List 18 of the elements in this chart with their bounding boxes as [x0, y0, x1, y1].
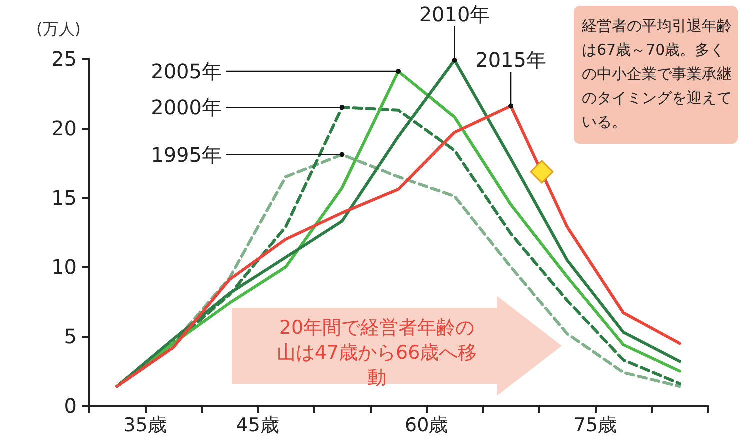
y-tick-label: 0	[64, 394, 77, 418]
x-tick-label: 75歳	[574, 414, 618, 436]
text: 2010年	[419, 2, 490, 26]
annotation: 経営者の平均引退年齢は67歳～70歳。多くの中小企業で事業承継のタイミングを迎えている。	[574, 6, 738, 144]
y-axis-title: (万人)	[36, 20, 81, 38]
x-tick-label: 35歳	[124, 414, 167, 436]
text: 1995年	[151, 142, 222, 167]
y-tick-label: 5	[64, 324, 77, 349]
text: 2015年	[476, 48, 546, 72]
x-tick-label: 45歳	[236, 414, 280, 436]
annotation: 20年間で経営者年齢の山は47歳から66歳へ移動	[276, 316, 478, 391]
y-tick-label: 10	[52, 255, 77, 280]
y-tick-label: 25	[52, 47, 77, 71]
x-tick-label: 60歳	[405, 414, 448, 436]
y-tick-label: 15	[52, 186, 77, 210]
text: 2005年	[151, 59, 222, 84]
y-tick-label: 20	[52, 116, 77, 140]
text: 2000年	[151, 96, 222, 120]
